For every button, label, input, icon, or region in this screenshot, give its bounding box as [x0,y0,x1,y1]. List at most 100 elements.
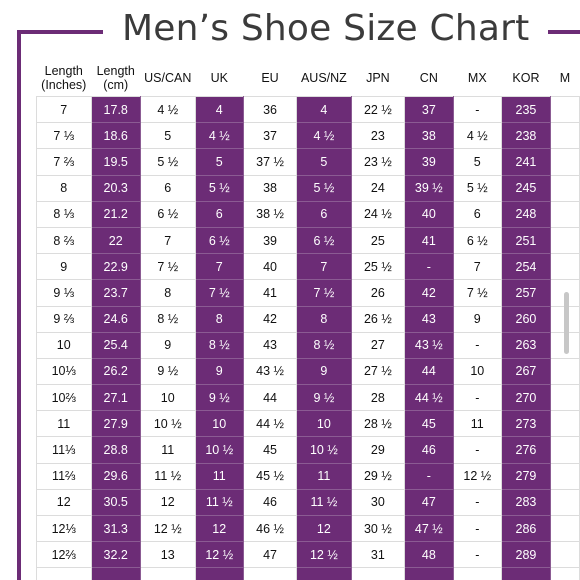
table-cell [549,148,580,176]
table-cell [36,567,92,580]
table-cell: 6 ½ [452,226,503,255]
column-header-label: Length [96,64,135,78]
table-row: 12 30.5 12 11 ½ 46 11 ½ 30 47-283 [36,488,580,517]
table-cell [549,95,580,124]
table-cell [549,384,580,412]
table-cell: 26 ½ [350,305,406,333]
table-cell: 23.7 [90,279,141,307]
table-cell: 28 [350,384,406,412]
table-cell: 25.4 [90,331,141,359]
table-cell: - [452,514,503,543]
column-header: MX [453,60,501,97]
column-header: EU [243,60,296,97]
table-cell: 5 [452,148,503,176]
table-cell: 7 [36,95,92,124]
table-cell [549,462,580,490]
table-cell: 8 [36,174,92,202]
table-cell: 9 ½ [296,384,352,412]
table-cell [549,226,580,255]
column-header-label: M [559,71,571,85]
table-cell: 27.1 [90,384,141,412]
table-cell: 7 ½ [296,279,352,307]
table-cell: 28.8 [90,436,141,464]
table-cell: 4 ½ [452,122,503,150]
table-cell: 29 [350,436,406,464]
table-cell: 11⅓ [36,436,92,464]
table-cell [242,567,298,580]
table-cell: - [404,253,454,281]
column-header-label: AUS/NZ [300,71,347,85]
column-header: AUS/NZ [297,60,352,97]
table-cell: 7 ½ [452,279,503,307]
table-cell: 10 [194,410,244,438]
frame-line-left [17,30,21,580]
table-cell: 251 [501,226,551,255]
table-cell: 10 ½ [139,410,196,438]
column-header-label: (Inches) [41,78,87,92]
table-cell: 11 [194,462,244,490]
table-cell: 6 ½ [139,200,196,228]
table-cell: 31.3 [90,514,141,543]
table-row: 11⅔ 29.6 11 ½ 11 45 ½ 11 29 ½ -12 ½ 279 [36,462,580,490]
table-cell: 12 ½ [139,514,196,543]
table-cell: 38 [404,122,454,150]
table-cell: 9 [36,253,92,281]
table-cell: 238 [501,122,551,150]
table-cell: - [452,541,503,569]
table-cell: 18.6 [90,122,141,150]
table-cell [549,410,580,438]
table-cell: 6 ½ [194,226,244,255]
table-cell: 10⅓ [36,357,92,386]
table-cell: 12 [36,488,92,517]
table-cell: 245 [501,174,551,202]
table-cell: 24 ½ [350,200,406,228]
table-cell: 44 [242,384,298,412]
table-cell: 47 [242,541,298,569]
table-cell: 4 [296,95,352,124]
table-cell: 241 [501,148,551,176]
table-cell: 8 [194,305,244,333]
table-cell [549,200,580,228]
table-cell [549,174,580,202]
table-cell: 8 ½ [139,305,196,333]
table-cell: 9 [194,357,244,386]
table-cell: 6 [452,200,503,228]
table-cell: 44 [404,357,454,386]
table-cell [296,567,352,580]
table-cell: 27 ½ [350,357,406,386]
table-cell: 7 [452,253,503,281]
table-cell: 30 [350,488,406,517]
table-cell: 31 [350,541,406,569]
table-cell: 39 ½ [404,174,454,202]
frame-line-top-right [548,30,580,34]
table-cell: 257 [501,279,551,307]
table-row: 10 25.4 9 8 ½ 43 8 ½ 27 43 ½ -263 [36,331,580,359]
table-cell: 5 [139,122,196,150]
table-cell: 10 [36,331,92,359]
table-cell: 24 [350,174,406,202]
table-cell: - [452,384,503,412]
table-cell: 273 [501,410,551,438]
table-cell: 32.2 [90,541,141,569]
table-cell: 5 [296,148,352,176]
table-cell: 263 [501,331,551,359]
column-header: M [550,60,579,97]
table-cell: 12⅓ [36,514,92,543]
table-cell: 11⅔ [36,462,92,490]
table-cell: 40 [404,200,454,228]
table-cell: 19.5 [90,148,141,176]
table-cell: 267 [501,357,551,386]
table-cell: 6 [194,200,244,228]
table-cell: 17.8 [90,95,141,124]
vertical-scrollbar[interactable] [564,292,569,354]
table-cell: 38 ½ [242,200,298,228]
table-cell: 10 ½ [194,436,244,464]
table-cell: 7 ½ [194,279,244,307]
table-row: 9 22.9 7 ½ 7 40 7 25 ½ -7 254 [36,253,580,281]
table-cell: 8 [139,279,196,307]
table-cell: 38 [242,174,298,202]
table-cell [549,122,580,150]
table-cell: 10 [296,410,352,438]
table-cell: 8 ½ [194,331,244,359]
size-chart: Length (Inches) Length (cm) US/CAN UK EU AUS/NZ… [36,60,580,580]
